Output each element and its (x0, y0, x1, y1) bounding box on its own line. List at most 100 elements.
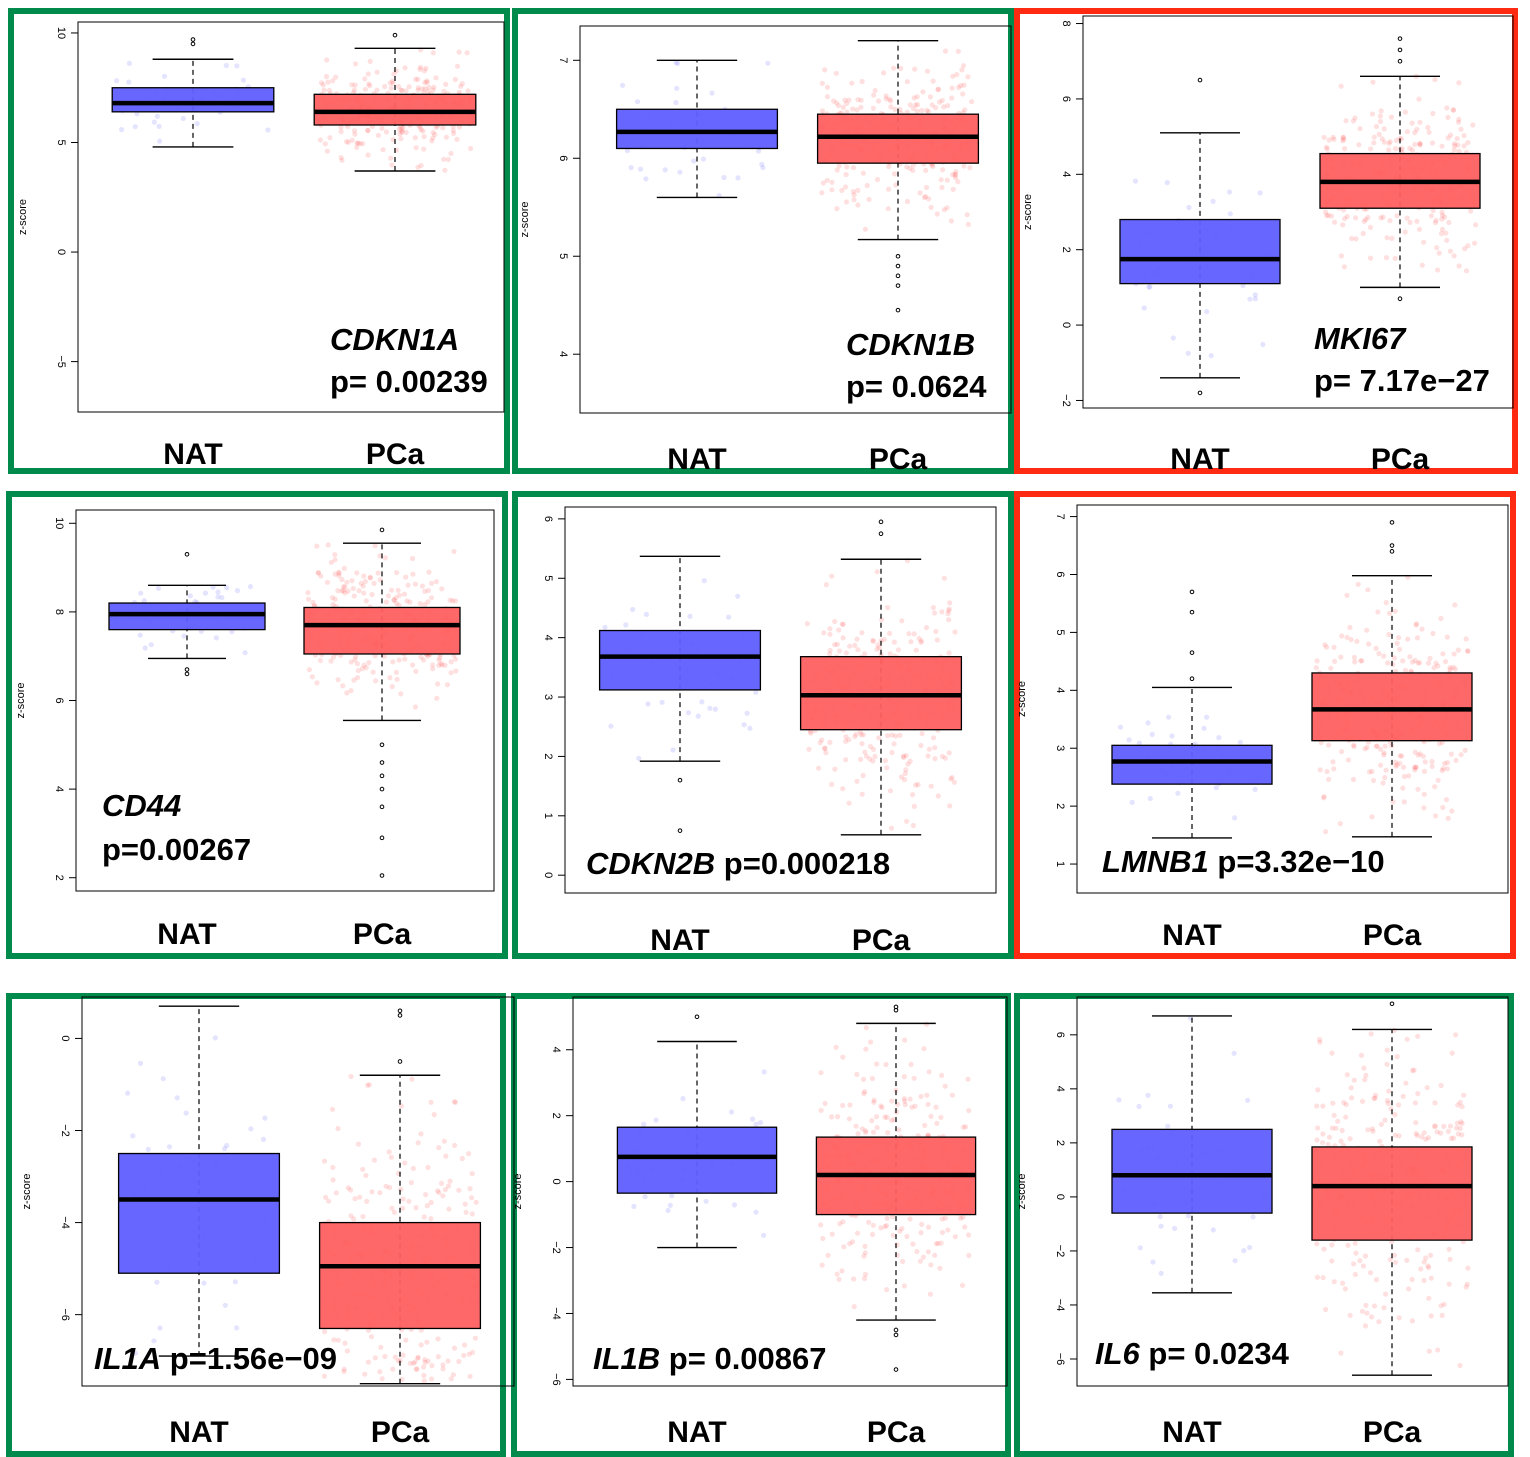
data-point (202, 590, 209, 596)
gene-label: MKI67 (1314, 321, 1407, 356)
data-point (907, 1216, 913, 1222)
data-point (1442, 760, 1448, 767)
data-point (888, 825, 895, 831)
data-point (925, 1249, 932, 1255)
data-point (1132, 178, 1139, 184)
data-point (420, 657, 427, 663)
y-tick-label: −2 (550, 1241, 562, 1254)
data-point (1317, 767, 1323, 773)
data-point (362, 1371, 368, 1377)
data-point (1320, 1131, 1326, 1137)
data-point (322, 1329, 328, 1335)
data-point (370, 669, 376, 675)
data-point (332, 552, 338, 558)
panel-cdkn2b (512, 491, 1014, 959)
data-point (430, 135, 436, 141)
data-point (1381, 1305, 1387, 1311)
p-value-label: p= 0.0624 (846, 369, 987, 404)
data-point (1445, 114, 1451, 120)
data-point (330, 1177, 336, 1183)
data-point (1400, 658, 1406, 664)
data-point (761, 1232, 767, 1238)
data-point (1438, 1130, 1444, 1136)
y-axis-label: z-score (512, 1173, 524, 1209)
outlier-point (1389, 543, 1395, 548)
data-point (472, 1335, 478, 1341)
data-point (1445, 815, 1451, 822)
data-point (332, 571, 338, 577)
data-point (1417, 751, 1423, 757)
data-point (889, 1117, 895, 1123)
data-point (846, 800, 852, 806)
data-point (418, 1131, 424, 1137)
outlier-point (893, 1367, 899, 1372)
data-point (402, 1160, 408, 1166)
data-point (365, 127, 371, 133)
data-point (849, 80, 855, 86)
data-point (726, 614, 732, 620)
data-point (388, 85, 394, 91)
data-point (222, 1302, 228, 1308)
data-point (832, 766, 838, 772)
data-point (441, 156, 447, 162)
data-point (879, 1104, 885, 1111)
panel-il6 (1014, 993, 1514, 1457)
panel-cd44 (6, 491, 508, 959)
data-point (645, 701, 651, 707)
data-point (1342, 216, 1348, 222)
data-point (462, 1342, 468, 1348)
data-point (1166, 714, 1172, 720)
y-tick-label: 6 (1060, 96, 1072, 102)
data-point (820, 180, 827, 186)
data-point (1185, 1213, 1191, 1219)
data-point (354, 140, 360, 146)
data-point (862, 1243, 868, 1249)
data-point (1459, 1132, 1465, 1138)
group-nat (1111, 589, 1273, 839)
data-point (910, 105, 917, 112)
y-tick-label: 4 (542, 635, 554, 641)
gene-label: CD44 (102, 788, 181, 823)
data-point (134, 111, 140, 117)
data-point (840, 1219, 846, 1225)
data-point (871, 1097, 877, 1103)
data-point (846, 97, 852, 103)
data-point (1435, 267, 1441, 273)
outlier-point (1397, 296, 1403, 301)
data-point (907, 1096, 913, 1102)
data-point (946, 750, 952, 756)
data-point (377, 1369, 383, 1375)
data-point (1359, 1098, 1366, 1104)
data-point (840, 1054, 846, 1060)
y-tick-label: 0 (542, 872, 554, 878)
data-point (1389, 235, 1395, 241)
data-point (935, 1240, 941, 1246)
data-point (1440, 766, 1446, 772)
data-point (832, 618, 838, 625)
data-point (909, 792, 916, 798)
data-point (1381, 752, 1387, 758)
outlier-point (1389, 520, 1395, 525)
data-point (861, 1253, 867, 1259)
data-point (912, 66, 918, 72)
data-point (1352, 659, 1358, 665)
data-point (1382, 743, 1388, 749)
data-point (817, 740, 823, 746)
outlier-point (392, 32, 398, 38)
data-point (851, 192, 857, 198)
data-point (421, 1214, 427, 1220)
group-nat (598, 555, 762, 833)
data-point (1347, 1136, 1353, 1142)
data-point (453, 668, 459, 674)
data-point (398, 126, 404, 133)
data-point (839, 187, 845, 193)
data-point (819, 737, 825, 743)
data-point (428, 595, 435, 601)
data-point (897, 732, 903, 739)
data-point (840, 786, 846, 792)
data-point (1322, 642, 1328, 648)
data-point (342, 1340, 348, 1346)
data-point (1465, 648, 1471, 654)
data-point (1367, 1270, 1374, 1276)
